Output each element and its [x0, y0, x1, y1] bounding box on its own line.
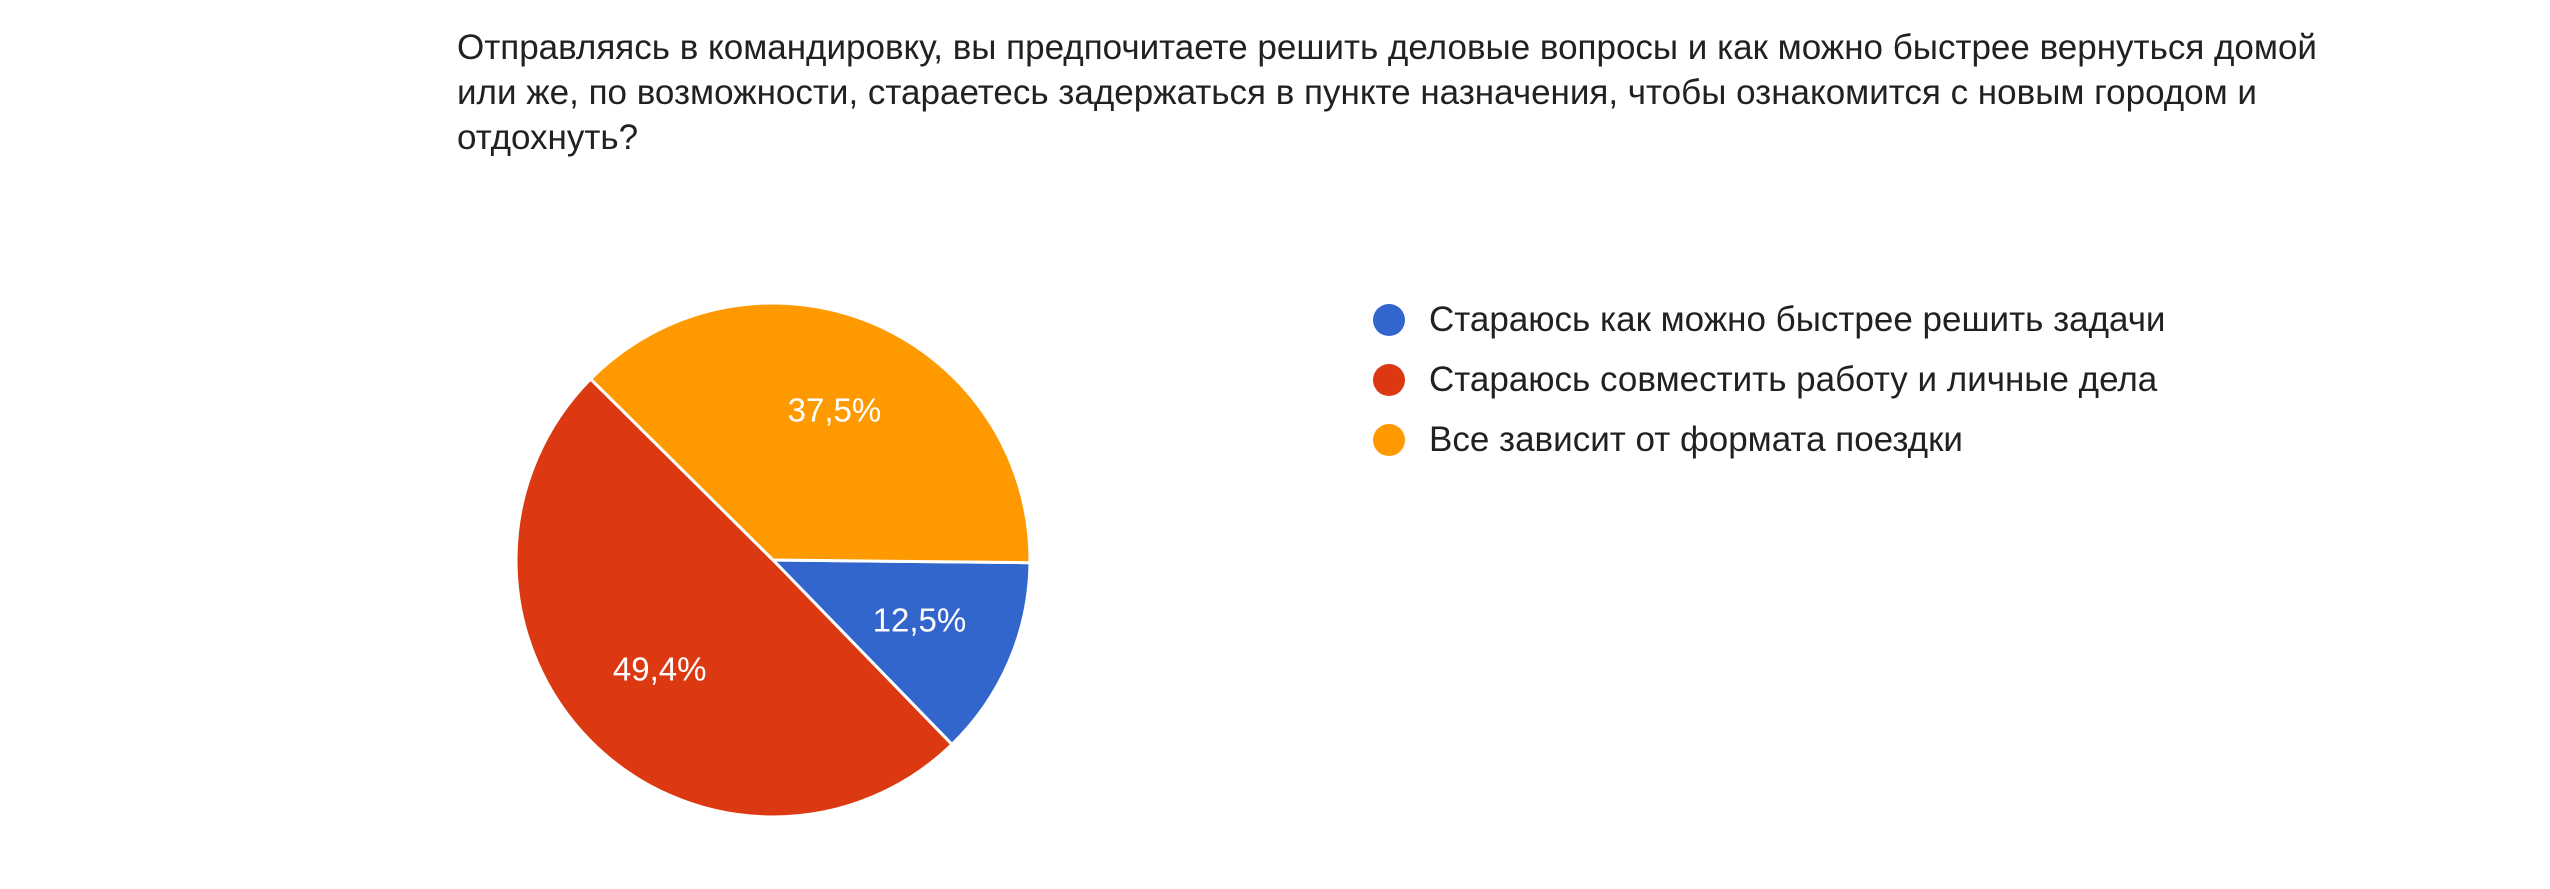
legend-swatch-icon	[1373, 304, 1405, 336]
pie-slice[interactable]	[771, 558, 1032, 746]
pie-slice[interactable]	[589, 301, 1032, 565]
legend-swatch-icon	[1373, 364, 1405, 396]
pie-value-label: 12,5%	[873, 602, 967, 639]
legend-item[interactable]: Стараюсь совместить работу и личные дела	[1373, 350, 2166, 410]
legend-label: Стараюсь совместить работу и личные дела	[1429, 360, 2158, 399]
pie-slices	[514, 301, 1032, 819]
legend-item[interactable]: Все зависит от формата поездки	[1373, 410, 2166, 470]
pie-slice[interactable]	[514, 377, 954, 819]
legend-label: Все зависит от формата поездки	[1429, 420, 1963, 459]
legend-swatch-icon	[1373, 424, 1405, 456]
pie-value-labels: 12,5% 49,4% 37,5%	[613, 392, 966, 688]
pie-value-label: 37,5%	[788, 392, 882, 429]
pie-value-label: 49,4%	[613, 651, 707, 688]
legend-label: Стараюсь как можно быстрее решить задачи	[1429, 300, 2166, 339]
legend-item[interactable]: Стараюсь как можно быстрее решить задачи	[1373, 290, 2166, 350]
question-title: Отправляясь в командировку, вы предпочит…	[457, 28, 2317, 157]
chart-legend: Стараюсь как можно быстрее решить задачи…	[1373, 290, 2166, 470]
